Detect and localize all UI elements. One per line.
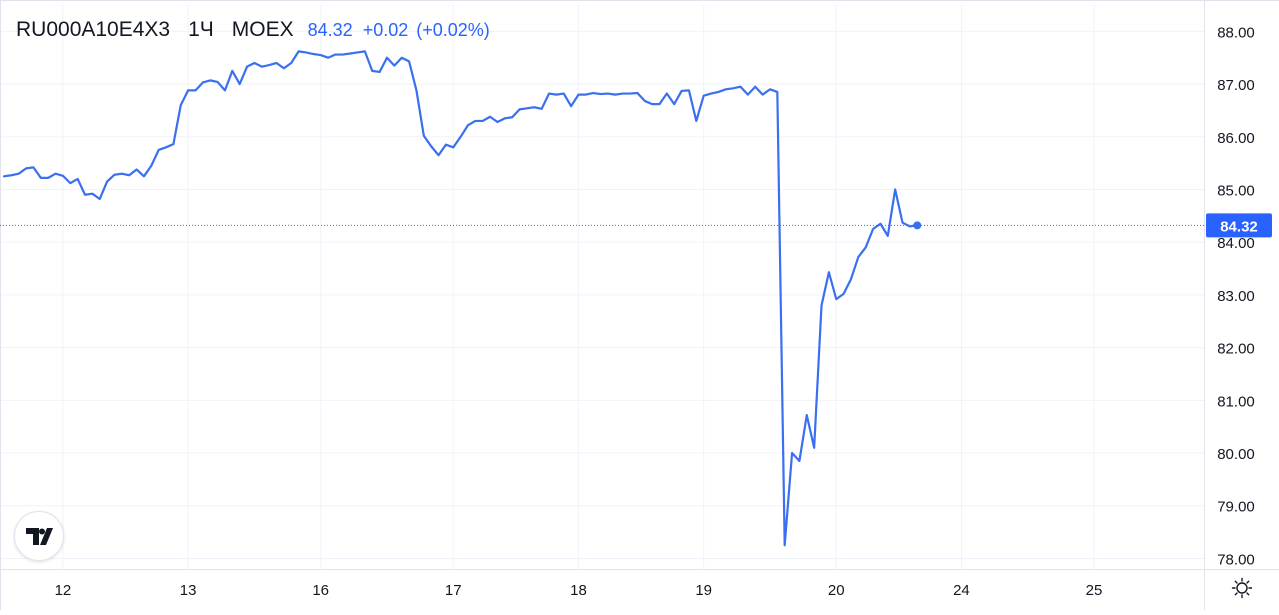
y-tick-label: 87.00 xyxy=(1217,77,1255,94)
sun-gear-icon[interactable] xyxy=(1231,577,1253,599)
symbol-name[interactable]: RU000A10E4X3 xyxy=(16,18,171,41)
y-tick-label: 86.00 xyxy=(1217,130,1255,147)
x-axis-ticks: 12 13 16 17 18 19 20 24 25 xyxy=(55,582,1103,599)
series-line xyxy=(2,50,919,547)
y-tick-label: 88.00 xyxy=(1217,24,1255,41)
gear-glyph xyxy=(1231,577,1253,599)
last-value-label: 84.32 xyxy=(1220,218,1258,235)
x-tick-label: 12 xyxy=(55,582,72,599)
last-value-badge xyxy=(1206,213,1272,238)
x-tick-label: 18 xyxy=(570,582,587,599)
last-value-dot xyxy=(913,221,922,230)
grid-lines xyxy=(0,5,1204,569)
y-tick-label: 82.00 xyxy=(1217,341,1255,358)
y-axis-ticks: 78.00 79.00 80.00 81.00 82.00 83.00 84.00 85.00… xyxy=(1217,24,1255,568)
x-tick-label: 25 xyxy=(1086,582,1103,599)
symbol-header: RU000A10E4X3 1Ч MOEX 84.32 +0.02 (+0.02%… xyxy=(16,18,490,46)
y-tick-label: 80.00 xyxy=(1217,446,1255,463)
last-value-layer: 84.32 xyxy=(0,213,1272,238)
x-tick-label: 13 xyxy=(180,582,197,599)
tradingview-logo-glyph xyxy=(26,528,53,545)
y-tick-label: 83.00 xyxy=(1217,288,1255,305)
last-price: 84.32 xyxy=(307,20,353,40)
series-layer xyxy=(2,50,919,547)
x-tick-label: 17 xyxy=(445,582,462,599)
exchange-label: MOEX xyxy=(231,18,294,41)
tradingview-logo-icon[interactable] xyxy=(14,511,64,561)
x-tick-label: 24 xyxy=(953,582,970,599)
x-tick-label: 19 xyxy=(695,582,712,599)
price-change: +0.02 xyxy=(362,20,409,40)
y-tick-label: 84.00 xyxy=(1217,235,1255,252)
x-tick-label: 20 xyxy=(828,582,845,599)
price-change-percent: (+0.02%) xyxy=(416,20,490,40)
y-tick-label: 79.00 xyxy=(1217,499,1255,516)
y-tick-label: 81.00 xyxy=(1217,393,1255,410)
interval-label[interactable]: 1Ч xyxy=(188,18,214,41)
y-tick-label: 78.00 xyxy=(1217,551,1255,568)
x-tick-label: 16 xyxy=(312,582,329,599)
y-tick-label: 85.00 xyxy=(1217,182,1255,199)
